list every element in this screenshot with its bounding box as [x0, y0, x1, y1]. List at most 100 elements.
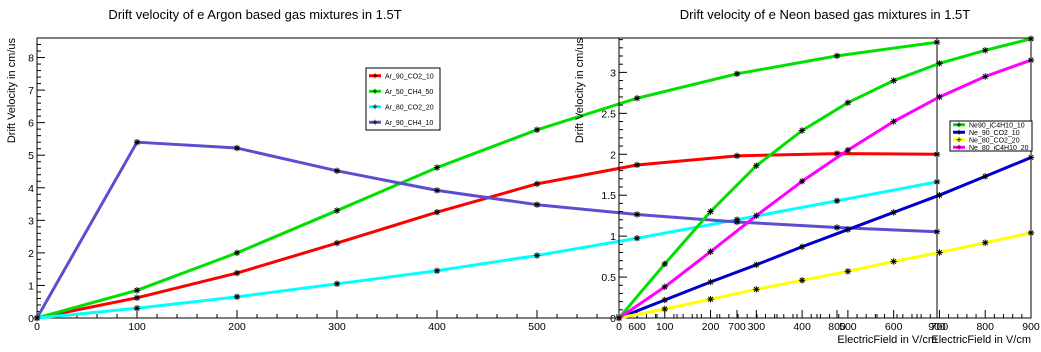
data-point-marker [133, 305, 141, 312]
data-point-marker [753, 212, 760, 219]
marker-stroke [834, 198, 840, 204]
legend-entry-label: Ne_90_CO2_10 [969, 130, 1020, 137]
marker-stroke [934, 39, 940, 45]
marker-stroke [982, 47, 988, 53]
data-point-marker [890, 118, 897, 125]
x-tick-label: 100 [656, 321, 674, 333]
marker-stroke [734, 219, 740, 225]
data-point-marker [533, 252, 541, 259]
data-point-marker [936, 249, 943, 256]
y-axis-label: Drift Velocity in cm/us [574, 38, 586, 144]
data-point-marker [333, 207, 341, 214]
y-tick-label: 2 [610, 149, 616, 161]
marker-stroke [434, 187, 440, 194]
data-point-marker [633, 161, 641, 169]
marker-stroke [799, 178, 805, 184]
x-tick-label: 600 [628, 321, 646, 333]
marker-stroke [753, 262, 759, 268]
marker-stroke [845, 226, 851, 233]
y-tick-label: 0 [610, 313, 616, 325]
data-point-marker [615, 314, 623, 322]
marker-stroke [891, 258, 897, 265]
marker-stroke [662, 261, 668, 267]
data-point-marker [433, 164, 441, 171]
data-point-marker [1027, 35, 1035, 43]
data-point-marker [982, 47, 989, 54]
data-point-marker [233, 269, 241, 277]
x-tick-label: 200 [702, 321, 720, 333]
data-point-marker [844, 268, 852, 275]
series-line-Ne_80_iC4H10_20 [618, 58, 1032, 320]
x-tick-label: 300 [748, 321, 766, 333]
data-point-marker [833, 197, 841, 204]
data-point-marker [1027, 154, 1035, 161]
marker-stroke [845, 100, 851, 106]
data-point-marker [433, 187, 441, 194]
marker-stroke [845, 268, 851, 274]
legend-entry-label: Ne90_iC4H10_10 [969, 122, 1025, 129]
x-tick-label: 900 [928, 321, 946, 333]
y-tick-label: 1 [610, 231, 616, 243]
marker-stroke [845, 147, 851, 153]
marker-stroke [934, 179, 940, 185]
series-line-Ne90_iC4H10_10 [617, 37, 1032, 319]
data-point-marker [661, 260, 668, 268]
chart-1: Drift velocity of e Argon based gas mixt… [6, 7, 946, 346]
y-tick-label: 6 [28, 118, 34, 130]
marker-stroke [1028, 57, 1034, 63]
marker-stroke [334, 168, 340, 174]
data-point-marker [33, 314, 41, 322]
plot-frame [618, 37, 1032, 319]
data-point-marker [733, 218, 741, 226]
y-tick-label: 2 [28, 248, 34, 260]
legend: Ne90_iC4H10_10Ne_90_CO2_10Ne_80_CO2_20Ne… [949, 120, 1033, 152]
marker-stroke [753, 213, 759, 219]
marker-stroke [634, 162, 640, 168]
marker-stroke [334, 207, 340, 214]
series-line-Ar_50_CH4_50 [36, 40, 938, 320]
y-tick-label: 3 [28, 215, 34, 227]
chart-2: Drift velocity of e Neon based gas mixtu… [574, 7, 1040, 346]
data-point-marker [533, 180, 541, 188]
x-tick-label: 300 [328, 321, 346, 333]
data-point-marker [707, 248, 714, 255]
data-point-marker [933, 178, 941, 186]
data-point-marker [433, 208, 441, 216]
data-point-marker [1027, 229, 1035, 237]
marker-stroke [734, 153, 740, 159]
legend-entry-label: Ar_80_CO2_20 [385, 104, 434, 111]
marker-stroke [834, 53, 840, 59]
legend-entry-label: Ne_80_CO2_20 [969, 137, 1020, 144]
marker-stroke [753, 286, 759, 292]
data-point-marker [798, 243, 806, 250]
x-tick-label: 400 [428, 321, 446, 333]
data-point-marker [707, 208, 714, 215]
data-point-marker [890, 77, 897, 84]
data-point-marker [982, 239, 989, 246]
legend-box [365, 67, 441, 131]
marker-stroke [234, 250, 240, 256]
marker-stroke [753, 163, 759, 169]
marker-stroke [707, 296, 714, 302]
data-point-marker [233, 144, 241, 152]
data-point-marker [733, 152, 741, 160]
marker-stroke [634, 211, 640, 218]
y-tick-label: 5 [28, 150, 34, 162]
marker-stroke [434, 268, 440, 274]
data-point-marker [936, 60, 943, 67]
marker-stroke [534, 181, 540, 187]
x-tick-label: 700 [931, 321, 949, 333]
marker-stroke [34, 315, 40, 321]
marker-stroke [936, 192, 943, 198]
marker-stroke [936, 60, 943, 67]
x-tick-label: 400 [793, 321, 811, 333]
data-point-marker [433, 267, 441, 274]
marker-stroke [707, 279, 714, 285]
marker-stroke [434, 164, 440, 171]
data-point-marker [844, 226, 852, 233]
y-tick-label: 8 [28, 53, 34, 65]
series-line-Ne_90_CO2_10 [618, 156, 1032, 320]
marker-stroke [891, 209, 897, 216]
data-point-marker [982, 173, 989, 180]
